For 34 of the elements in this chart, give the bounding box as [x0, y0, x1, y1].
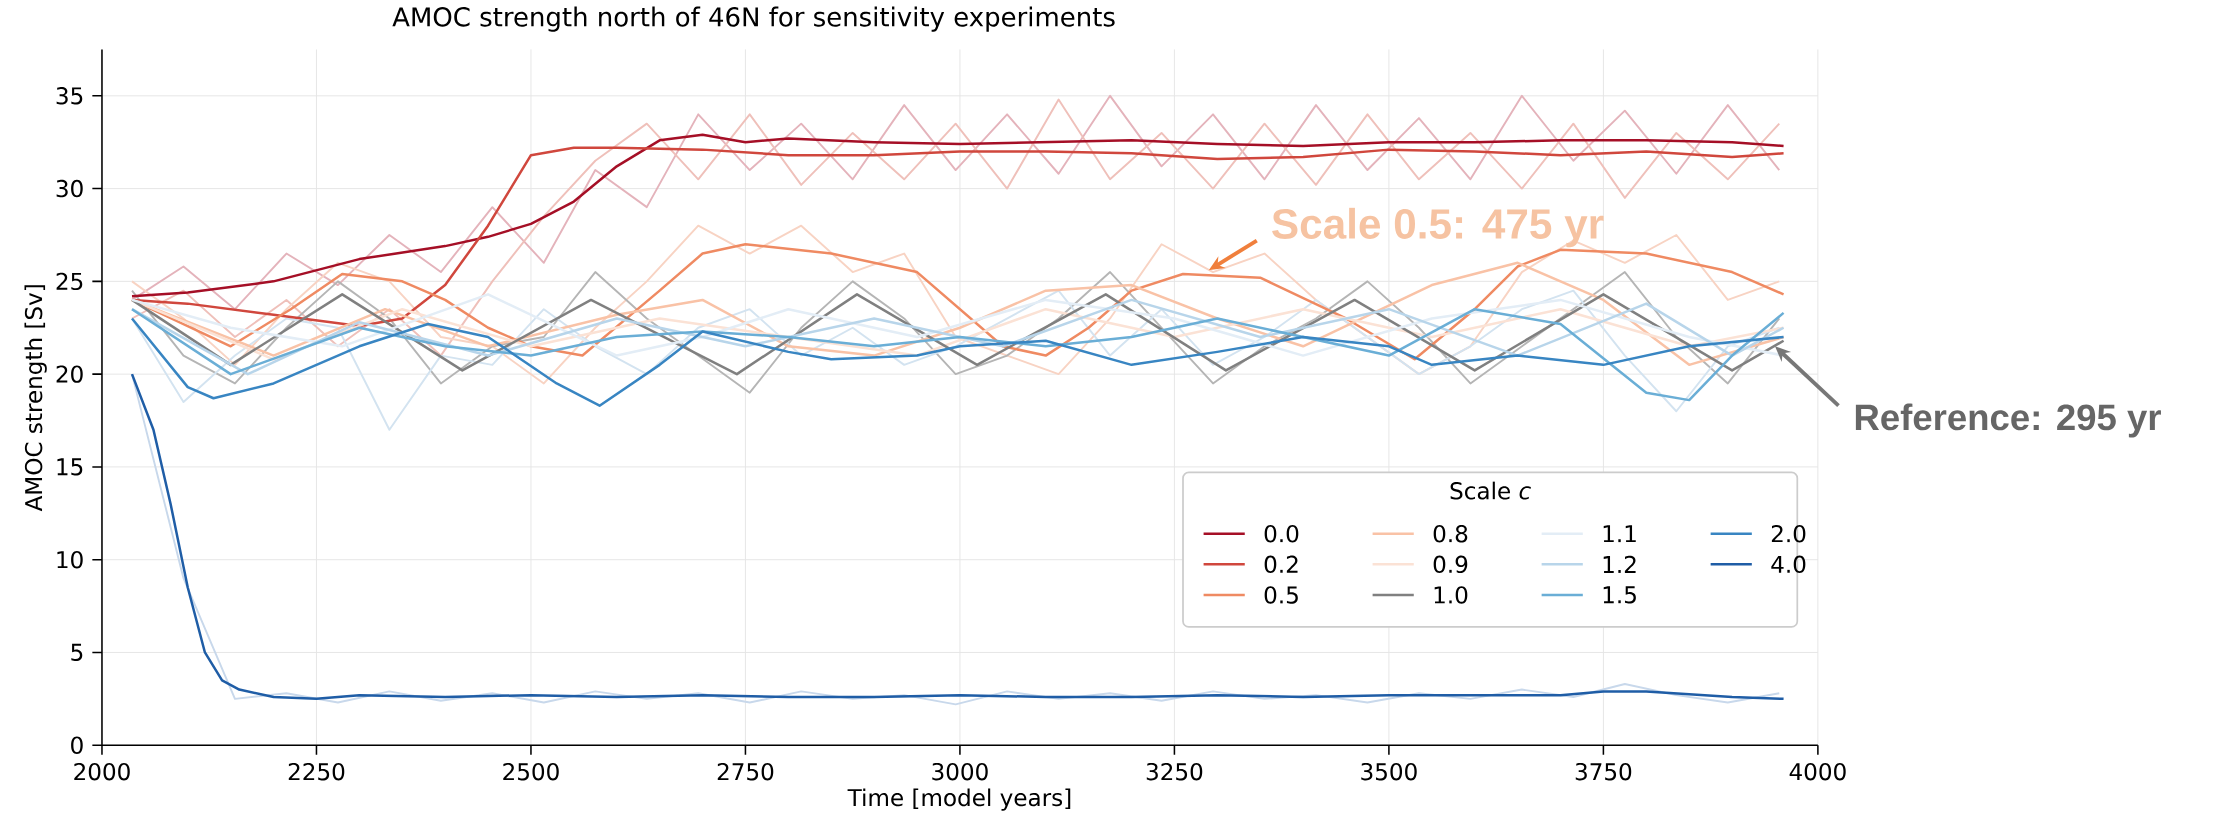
x-tick-label: 4000	[1789, 762, 1846, 781]
y-tick-label: 30	[56, 179, 83, 198]
chart-title: AMOC strength north of 46N for sensitivity experiments	[392, 6, 1115, 32]
legend-label: 0.8	[1433, 524, 1468, 543]
y-tick-label: 15	[57, 458, 83, 476]
legend-label: 0.0	[1264, 524, 1299, 543]
x-tick-label: 3000	[932, 762, 988, 781]
x-tick-label: 3500	[1361, 762, 1417, 781]
x-tick-label: 2250	[288, 762, 345, 781]
legend-label: 0.2	[1264, 555, 1298, 573]
x-tick-label: 2750	[717, 762, 774, 781]
legend-label: 1.2	[1603, 555, 1636, 573]
x-tick-label: 3750	[1575, 762, 1632, 781]
annotation: Scale 0.5: 475 yr	[1272, 207, 1604, 248]
legend-label: 1.1	[1603, 525, 1636, 542]
y-tick-label: 0	[71, 736, 83, 754]
y-tick-label: 25	[56, 272, 83, 290]
legend-label: 4.0	[1771, 555, 1806, 573]
legend-label: 0.5	[1264, 586, 1298, 604]
y-tick-label: 35	[56, 86, 83, 105]
x-axis-title: Time [model years]	[847, 788, 1071, 811]
x-tick-label: 3250	[1146, 762, 1203, 781]
legend-label: 1.0	[1434, 586, 1468, 604]
legend-label: 1.5	[1603, 586, 1636, 604]
y-axis-title: AMOC strength [Sv]	[24, 285, 47, 512]
annotation: Reference: 295 yr	[1855, 403, 2161, 438]
x-tick-label: 2000	[74, 762, 130, 781]
y-tick-label: 5	[71, 643, 83, 661]
legend-label: 0.9	[1433, 555, 1468, 573]
x-tick-label: 2500	[503, 762, 559, 781]
legend-label: 2.0	[1771, 524, 1806, 543]
y-tick-label: 20	[56, 365, 83, 383]
y-tick-label: 10	[57, 550, 83, 569]
legend-title: Scale c	[1450, 481, 1531, 500]
